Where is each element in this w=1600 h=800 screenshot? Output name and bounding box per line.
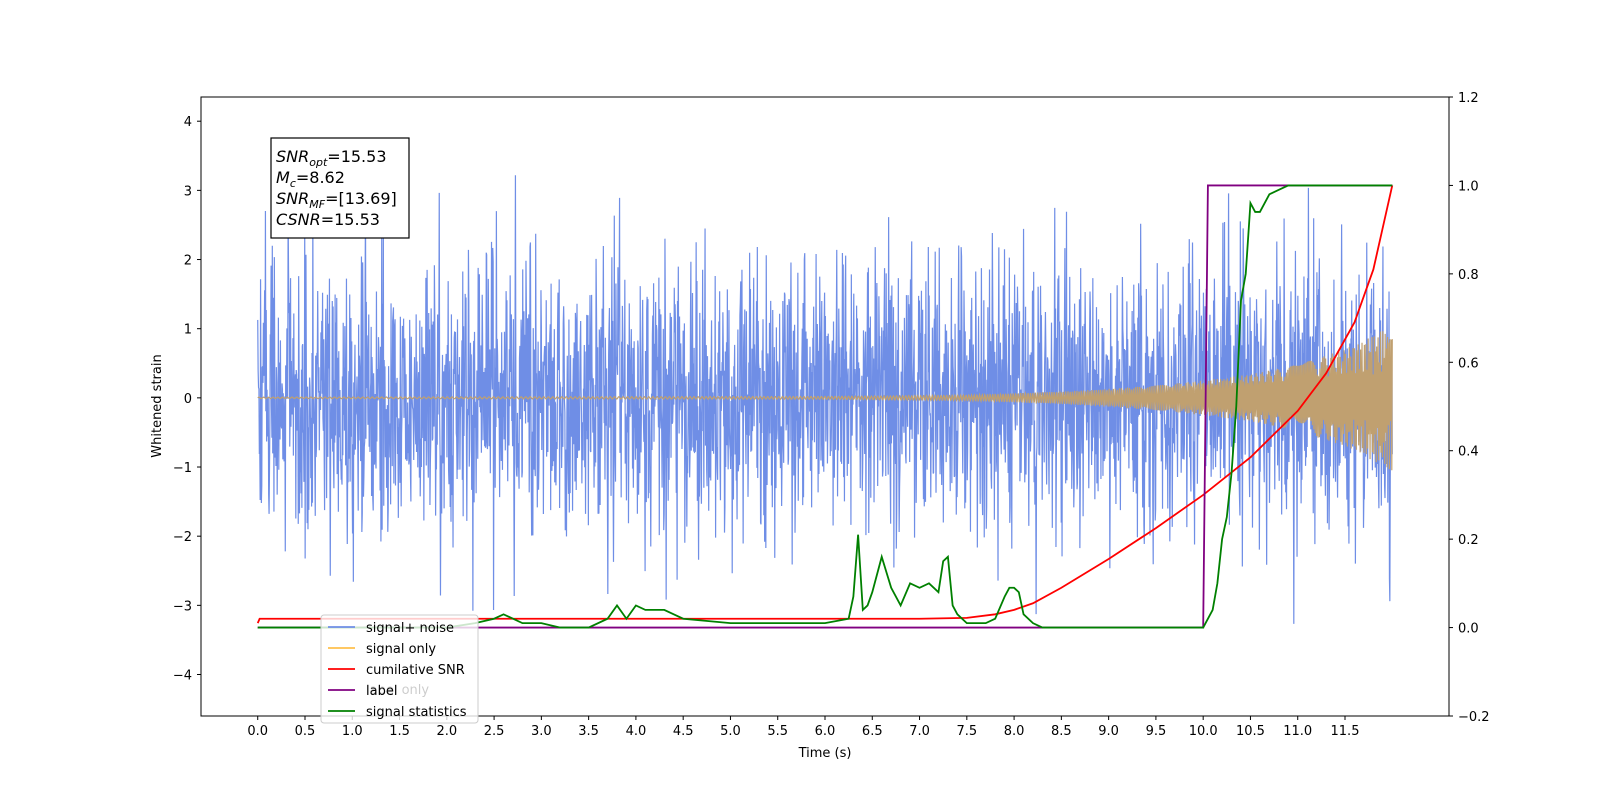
y2-tick-label: 1.0 — [1458, 179, 1479, 194]
x-tick-label: 8.5 — [1051, 724, 1072, 739]
legend-frame — [320, 614, 479, 724]
x-tick-label: 5.5 — [767, 724, 788, 739]
legend-entry: signal only — [366, 642, 436, 657]
annotation-subscript: MF — [309, 198, 325, 211]
y2-tick-label: 1.2 — [1458, 91, 1479, 106]
annotation-subscript: c — [290, 177, 296, 190]
annotation-box: SNRopt=15.53Mc=8.62SNRMF=[13.69]CSNR=15.… — [270, 137, 410, 239]
y-axis-left: −4 −3 −2 −1 0 1 2 3 4 — [173, 115, 201, 684]
x-tick-label: 4.0 — [626, 724, 647, 739]
x-tick-label: 8.0 — [1004, 724, 1025, 739]
y-tick-label: 3 — [184, 184, 192, 199]
annotation-symbol: SNR — [276, 147, 309, 166]
y-tick-label: −1 — [173, 461, 192, 476]
x-tick-label: 2.5 — [484, 724, 505, 739]
annotation-value: =15.53 — [327, 147, 386, 166]
x-tick-label: 11.5 — [1331, 724, 1360, 739]
y2-tick-label: 0.0 — [1458, 622, 1479, 637]
y2-tick-label: 0.2 — [1458, 533, 1479, 548]
annotation-symbol: CSNR — [276, 210, 321, 229]
x-tick-label: 3.5 — [578, 724, 599, 739]
annotation-line: SNRopt=15.53 — [276, 147, 387, 169]
x-tick-label: 11.0 — [1283, 724, 1312, 739]
y-axis-right: −0.2 0.0 0.2 0.4 0.6 0.8 1.0 1.2 — [1449, 91, 1490, 725]
x-tick-label: 10.5 — [1236, 724, 1265, 739]
annotation-subscript: opt — [309, 156, 328, 169]
series-line-cumulative-snr — [256, 185, 1394, 624]
y2-tick-label: −0.2 — [1458, 710, 1490, 725]
y2-tick-label: 0.8 — [1458, 268, 1479, 283]
x-tick-label: 1.5 — [389, 724, 410, 739]
x-tick-label: 4.5 — [673, 724, 694, 739]
series-cumulative-snr — [256, 185, 1394, 624]
annotation-symbol: M — [276, 168, 290, 187]
y-tick-label: 4 — [184, 115, 192, 130]
y-axis-label: Whitened strain — [150, 354, 165, 457]
annotation-symbol: SNR — [276, 189, 309, 208]
x-tick-label: 2.0 — [436, 724, 457, 739]
x-tick-label: 7.5 — [956, 724, 977, 739]
x-tick-label: 3.0 — [531, 724, 552, 739]
y-tick-label: 1 — [184, 323, 192, 338]
annotation-value: =[13.69] — [325, 189, 397, 208]
annotation-value: =8.62 — [296, 168, 345, 187]
annotation-line: Mc=8.62 — [276, 168, 345, 190]
y-tick-label: 2 — [184, 254, 192, 269]
x-tick-label: 1.0 — [342, 724, 363, 739]
series-signal-only — [257, 331, 1393, 471]
x-axis: 0.0 0.5 1.0 1.5 2.0 2.5 3.0 3.5 4.0 4.5 5.0 5.5 6.0 6… — [247, 716, 1359, 739]
y2-tick-label: 0.4 — [1458, 445, 1479, 460]
annotation-line: CSNR=15.53 — [276, 210, 380, 229]
x-tick-label: 6.0 — [815, 724, 836, 739]
y-tick-label: −3 — [173, 599, 192, 614]
x-tick-label: 6.5 — [862, 724, 883, 739]
y-tick-label: 0 — [184, 392, 192, 407]
annotation-frame — [270, 137, 410, 239]
legend-entry: signal statistics — [366, 705, 467, 720]
annotation-value: =15.53 — [321, 210, 380, 229]
x-axis-label: Time (s) — [798, 746, 852, 761]
x-tick-label: 7.0 — [909, 724, 930, 739]
series-line-signal-statistics — [257, 184, 1393, 629]
legend-entry: signal+ noise — [366, 621, 454, 636]
x-tick-label: 5.0 — [720, 724, 741, 739]
x-tick-label: 0.0 — [247, 724, 268, 739]
legend-entry: cumilative SNR — [366, 663, 465, 678]
x-tick-label: 9.5 — [1146, 724, 1167, 739]
legend-entry: label — [366, 684, 397, 699]
series-signal-statistics — [257, 184, 1393, 629]
series-line-signal-only — [257, 331, 1393, 471]
x-tick-label: 0.5 — [295, 724, 316, 739]
x-tick-label: 9.0 — [1098, 724, 1119, 739]
annotation-line: SNRMF=[13.69] — [276, 189, 397, 211]
y2-tick-label: 0.6 — [1458, 356, 1479, 371]
x-tick-label: 10.0 — [1189, 724, 1218, 739]
y-tick-label: −2 — [173, 530, 192, 545]
y-tick-label: −4 — [173, 669, 192, 684]
